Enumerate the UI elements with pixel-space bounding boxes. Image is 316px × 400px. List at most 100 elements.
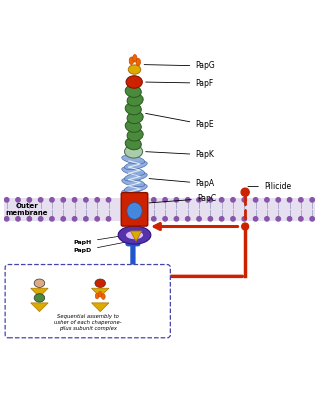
Circle shape: [27, 217, 32, 221]
Circle shape: [106, 217, 111, 221]
Ellipse shape: [124, 161, 147, 170]
Text: PapD: PapD: [74, 239, 140, 253]
Ellipse shape: [127, 129, 143, 141]
Text: Outer
membrane: Outer membrane: [6, 203, 48, 216]
Ellipse shape: [133, 54, 137, 62]
Circle shape: [220, 217, 224, 221]
Circle shape: [174, 198, 179, 202]
Ellipse shape: [122, 167, 145, 175]
Circle shape: [185, 217, 190, 221]
Circle shape: [39, 217, 43, 221]
Text: PapC: PapC: [149, 194, 216, 203]
Circle shape: [84, 217, 88, 221]
Text: Sequential assembly to
usher of each chaperone-
pilus subunit complex: Sequential assembly to usher of each cha…: [54, 314, 122, 331]
Circle shape: [197, 217, 201, 221]
Ellipse shape: [125, 120, 141, 132]
Ellipse shape: [125, 138, 141, 150]
Circle shape: [163, 217, 167, 221]
Ellipse shape: [95, 293, 99, 299]
Circle shape: [4, 217, 9, 221]
Text: PapG: PapG: [144, 62, 215, 70]
Circle shape: [4, 198, 9, 202]
Circle shape: [50, 217, 54, 221]
Ellipse shape: [124, 172, 147, 181]
Circle shape: [265, 217, 269, 221]
Circle shape: [208, 217, 213, 221]
Circle shape: [265, 198, 269, 202]
Circle shape: [95, 198, 100, 202]
Circle shape: [16, 217, 20, 221]
Ellipse shape: [122, 190, 145, 198]
Circle shape: [61, 217, 65, 221]
Circle shape: [50, 198, 54, 202]
Circle shape: [152, 198, 156, 202]
Circle shape: [299, 198, 303, 202]
Circle shape: [231, 217, 235, 221]
Ellipse shape: [127, 112, 143, 124]
Circle shape: [253, 217, 258, 221]
Circle shape: [72, 217, 77, 221]
Circle shape: [106, 198, 111, 202]
Text: PapH: PapH: [74, 233, 140, 244]
Circle shape: [208, 198, 213, 202]
Text: PapA: PapA: [149, 178, 215, 188]
Ellipse shape: [98, 291, 102, 297]
Circle shape: [95, 217, 100, 221]
Ellipse shape: [34, 279, 45, 288]
Ellipse shape: [124, 184, 147, 192]
Ellipse shape: [118, 226, 151, 244]
Circle shape: [84, 198, 88, 202]
Ellipse shape: [95, 279, 106, 288]
Polygon shape: [92, 288, 109, 297]
Ellipse shape: [127, 202, 142, 219]
Circle shape: [72, 198, 77, 202]
Text: Pilicide: Pilicide: [248, 182, 291, 191]
Circle shape: [310, 198, 314, 202]
Circle shape: [27, 198, 32, 202]
Circle shape: [185, 198, 190, 202]
Ellipse shape: [122, 155, 145, 164]
Circle shape: [241, 188, 249, 196]
Circle shape: [231, 198, 235, 202]
Circle shape: [163, 198, 167, 202]
Polygon shape: [31, 303, 48, 312]
Circle shape: [61, 198, 65, 202]
Ellipse shape: [128, 65, 141, 74]
Ellipse shape: [125, 85, 141, 97]
Circle shape: [242, 217, 246, 221]
Polygon shape: [131, 231, 142, 241]
Ellipse shape: [126, 76, 142, 88]
Ellipse shape: [101, 294, 105, 300]
Ellipse shape: [127, 94, 143, 106]
Circle shape: [220, 198, 224, 202]
Circle shape: [310, 217, 314, 221]
Circle shape: [174, 217, 179, 221]
Circle shape: [276, 217, 280, 221]
Circle shape: [39, 198, 43, 202]
Ellipse shape: [136, 58, 140, 66]
Text: PapE: PapE: [146, 113, 214, 129]
Circle shape: [242, 223, 249, 230]
Ellipse shape: [129, 57, 134, 64]
Bar: [3, 198, 315, 221]
Circle shape: [287, 217, 292, 221]
FancyBboxPatch shape: [121, 192, 148, 226]
Circle shape: [152, 217, 156, 221]
Polygon shape: [92, 303, 109, 312]
Circle shape: [287, 198, 292, 202]
Text: PapF: PapF: [146, 79, 214, 88]
Ellipse shape: [125, 145, 143, 158]
Circle shape: [242, 198, 246, 202]
Ellipse shape: [122, 178, 145, 187]
Circle shape: [253, 198, 258, 202]
FancyBboxPatch shape: [5, 264, 170, 338]
Circle shape: [276, 198, 280, 202]
Ellipse shape: [34, 294, 45, 302]
Circle shape: [197, 198, 201, 202]
Ellipse shape: [126, 231, 143, 239]
Ellipse shape: [125, 103, 141, 115]
Text: PapK: PapK: [146, 150, 214, 159]
Circle shape: [16, 198, 20, 202]
Polygon shape: [31, 288, 48, 297]
Circle shape: [299, 217, 303, 221]
